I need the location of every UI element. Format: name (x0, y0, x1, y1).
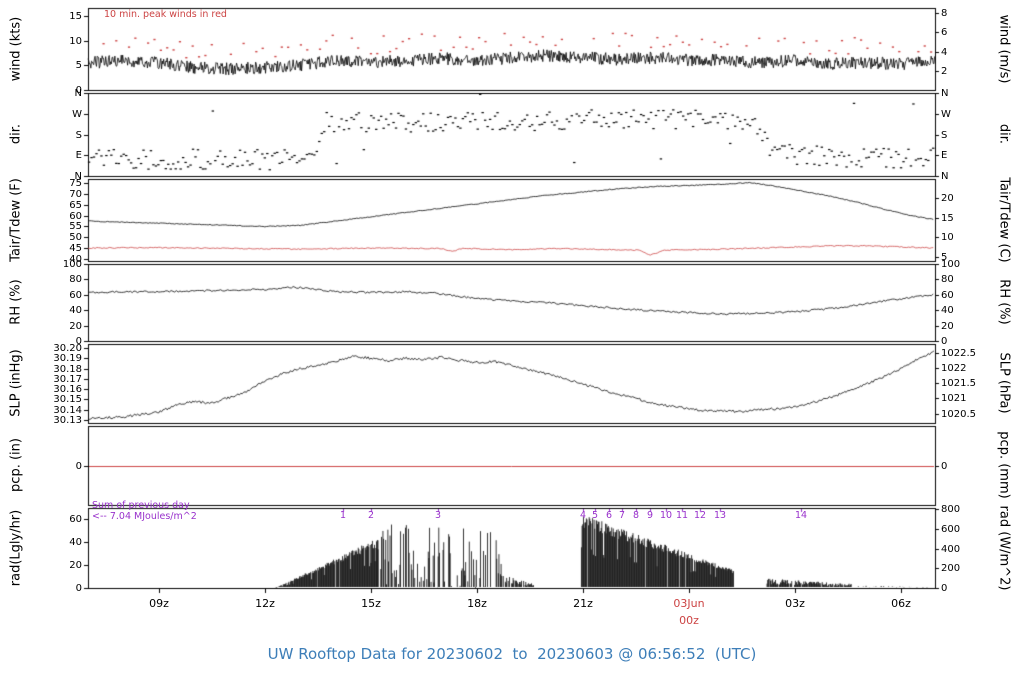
chart-canvas (0, 0, 1024, 700)
meteogram-figure: 10 min. peak winds in red Sum of previou… (0, 0, 1024, 700)
